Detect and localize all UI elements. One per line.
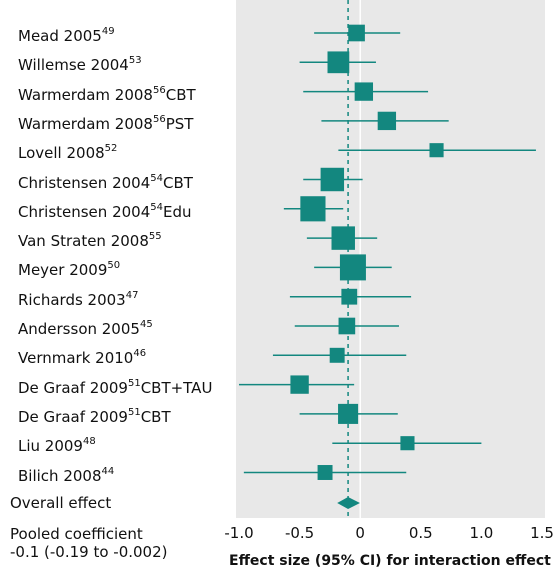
pooled-coefficient-text: Pooled coefficient -0.1 (-0.19 to -0.002… <box>10 525 168 561</box>
study-name: Van Straten 2008 <box>18 232 149 251</box>
study-label: Christensen 200454Edu <box>18 200 192 221</box>
effect-marker <box>338 403 359 424</box>
pooled-coefficient-title: Pooled coefficient <box>10 525 143 543</box>
study-name: De Graaf 2009 <box>18 378 128 397</box>
x-tick-label: 0.5 <box>409 524 433 542</box>
x-tick-label: 0 <box>355 524 365 542</box>
study-label: Lovell 200852 <box>18 141 117 162</box>
study-reference: 55 <box>148 231 162 243</box>
study-reference: 54 <box>150 172 163 184</box>
study-arm: Edu <box>162 202 192 221</box>
study-name: Andersson 2005 <box>18 320 140 338</box>
study-reference: 54 <box>150 201 163 213</box>
study-name: Warmerdam 2008 <box>18 85 153 104</box>
effect-marker <box>377 111 397 131</box>
effect-marker <box>348 24 365 42</box>
x-tick-label: 1.0 <box>469 524 493 542</box>
study-label: Andersson 200545 <box>18 317 153 338</box>
study-reference: 48 <box>82 436 96 448</box>
effect-marker <box>331 226 355 250</box>
study-arm: CBT <box>140 407 171 426</box>
study-reference: 44 <box>101 465 115 477</box>
study-label: Warmerdam 200856PST <box>18 112 193 133</box>
pooled-coefficient-value: -0.1 (-0.19 to -0.002) <box>10 543 168 561</box>
study-reference: 56 <box>152 84 166 96</box>
study-label: Bilich 200844 <box>18 464 114 485</box>
study-reference: 47 <box>125 289 139 301</box>
study-label: De Graaf 200951CBT <box>18 405 171 426</box>
study-name: Mead 2005 <box>18 27 102 45</box>
study-label: Christensen 200454CBT <box>18 171 193 192</box>
study-reference: 51 <box>127 377 141 389</box>
effect-marker <box>329 347 345 363</box>
effect-marker <box>341 288 358 305</box>
effect-marker <box>317 465 333 480</box>
study-reference: 46 <box>133 348 147 360</box>
study-label: De Graaf 200951CBT+TAU <box>18 376 212 397</box>
study-label: Willemse 200453 <box>18 53 142 74</box>
study-reference: 49 <box>101 26 115 37</box>
effect-marker <box>338 317 356 335</box>
overall-effect-diamond <box>337 497 360 509</box>
study-name: Richards 2003 <box>18 290 126 309</box>
study-reference: 45 <box>139 319 153 330</box>
study-arm: CBT <box>165 85 196 104</box>
x-tick-label: -0.5 <box>285 524 314 542</box>
study-name: Meyer 2009 <box>18 261 108 280</box>
study-name: Liu 2009 <box>18 437 83 456</box>
study-name: De Graaf 2009 <box>18 407 128 426</box>
effect-marker <box>327 51 350 74</box>
overall-effect-label: Overall effect <box>10 494 112 512</box>
study-label: Mead 200549 <box>18 24 115 45</box>
study-reference: 52 <box>104 143 118 155</box>
effect-marker <box>290 375 309 394</box>
study-reference: 51 <box>127 406 141 418</box>
study-reference: 53 <box>128 55 142 67</box>
plot-background <box>236 0 545 518</box>
study-label: Liu 200948 <box>18 434 96 455</box>
study-arm: CBT+TAU <box>140 378 213 397</box>
effect-marker <box>339 254 366 281</box>
study-label: Richards 200347 <box>18 288 138 309</box>
study-arm: PST <box>165 114 194 133</box>
study-name: Christensen 2004 <box>18 202 151 221</box>
x-tick-label: -1.0 <box>224 524 253 542</box>
study-name: Vernmark 2010 <box>18 349 134 368</box>
study-label: Van Straten 200855 <box>18 229 162 250</box>
effect-marker <box>354 82 374 101</box>
study-name: Bilich 2008 <box>18 466 102 485</box>
study-label: Vernmark 201046 <box>18 346 146 367</box>
study-reference: 50 <box>107 260 121 272</box>
effect-marker <box>429 143 444 158</box>
effect-marker <box>320 167 345 192</box>
study-name: Willemse 2004 <box>18 56 129 75</box>
study-label: Warmerdam 200856CBT <box>18 83 196 104</box>
x-tick-label: 1.5 <box>530 524 554 542</box>
study-label: Meyer 200950 <box>18 258 120 279</box>
effect-marker <box>400 436 415 451</box>
effect-marker <box>300 196 326 222</box>
study-reference: 56 <box>152 113 166 125</box>
x-axis-label: Effect size (95% CI) for interaction eff… <box>229 553 551 569</box>
study-name: Warmerdam 2008 <box>18 114 153 133</box>
study-name: Christensen 2004 <box>18 173 151 192</box>
study-arm: CBT <box>162 173 193 192</box>
study-name: Lovell 2008 <box>18 144 105 163</box>
